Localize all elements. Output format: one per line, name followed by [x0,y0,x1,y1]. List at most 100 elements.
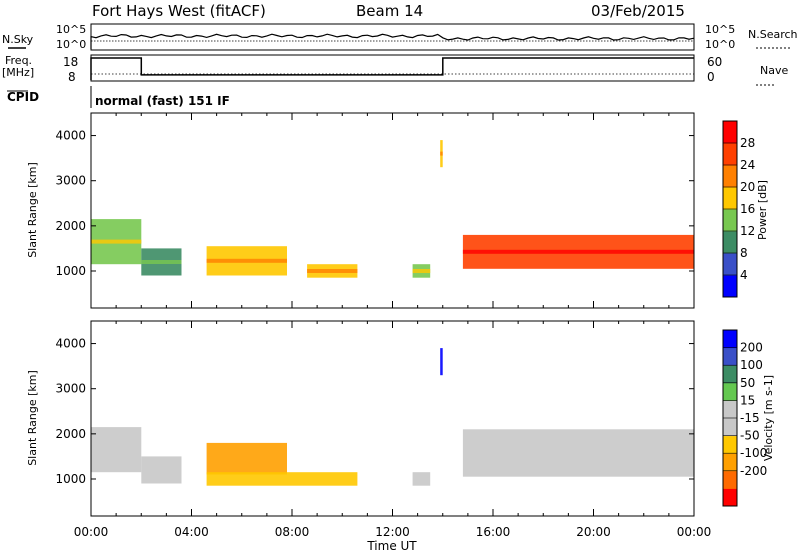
power-colorbar: 28 24 20 16 12 8 4 [722,120,755,298]
velocity-region [412,472,431,486]
velocity-region [91,427,142,473]
time-axis-label: Time UT [366,539,417,553]
velocity-xticks: 00:00 04:00 08:00 12:00 16:00 20:00 00:00 [74,321,712,539]
velocity-region [141,456,182,484]
power-colorbar-swatch [723,231,737,254]
noise-right-top-tick: 10^5 [705,23,735,36]
velocity-xtick-label: 12:00 [375,525,410,539]
velocity-yticks: 1000 2000 3000 4000 [55,337,694,486]
power-region-core [91,239,142,244]
freq-tick-8: 8 [68,70,76,84]
power-colorbar-swatch [723,275,737,298]
power-colorbar-swatch [723,165,737,188]
power-colorbar-swatch [723,253,737,276]
nave-label: Nave [760,64,788,77]
cpid-label: CPID [7,90,39,104]
velocity-xtick-label: 20:00 [576,525,611,539]
velocity-colorbar-label: Velocity [m s-1] [762,375,775,461]
velocity-colorbar-swatch [723,453,737,472]
power-colorbar-tick-label: 16 [740,202,755,216]
date-label: 03/Feb/2015 [591,2,685,20]
velocity-panel: 1000 2000 3000 4000 00:00 04:00 08:00 12:00 16:… [26,320,712,553]
velocity-colorbar-tick-label: -50 [740,429,760,443]
velocity-colorbar-swatch [723,488,737,507]
freq-tick-18: 18 [63,55,78,69]
velocity-colorbar-tick-label: -200 [740,464,767,478]
nsearch-label: N.Search [748,28,798,41]
velocity-colorbar-tick-label: -15 [740,411,760,425]
power-ytick-label: 3000 [55,174,86,188]
power-colorbar-swatch [723,121,737,144]
velocity-region [206,472,358,486]
power-colorbar-tick-label: 20 [740,180,755,194]
cpid-value: normal (fast) 151 IF [95,94,230,108]
velocity-colorbar-swatch [723,400,737,419]
velocity-region [440,348,443,376]
freq-panel-frame [90,54,695,82]
velocity-colorbar-tick-label: 15 [740,393,755,407]
nsky-label: N.Sky [2,33,34,46]
velocity-colorbar-swatch [723,470,737,489]
power-panel-frame [90,112,695,309]
power-colorbar-swatch [723,187,737,210]
power-colorbar-label: Power [dB] [756,180,769,240]
power-region-core [206,258,287,263]
power-ytick-label: 2000 [55,219,86,233]
velocity-colorbar-swatch [723,435,737,454]
velocity-colorbar-tick-label: 200 [740,341,763,355]
velocity-ytick-label: 2000 [55,427,86,441]
power-region-core [412,269,431,273]
noise-right-bottom-tick: 10^0 [705,38,735,51]
velocity-colorbar-swatch [723,365,737,384]
nsky-series [90,33,695,49]
velocity-ylabel: Slant Range [km] [26,370,39,466]
power-xticks [90,113,695,308]
freq-label: Freq. [5,54,32,67]
nave-tick-60: 60 [707,55,722,69]
velocity-ytick-label: 3000 [55,382,86,396]
velocity-xtick-label: 16:00 [476,525,511,539]
power-region-core [462,249,694,254]
velocity-xtick-label: 00:00 [677,525,712,539]
freq-unit-label: [MHz] [2,66,34,79]
velocity-colorbar-swatch [723,347,737,366]
velocity-panel-frame [90,320,695,517]
velocity-colorbar-swatch [723,382,737,401]
power-colorbar-tick-label: 8 [740,246,748,260]
velocity-colorbar: 200 100 50 15 -15 -50 -100 -200 [722,329,767,507]
velocity-colorbar-swatch [723,418,737,437]
power-region-core [440,151,443,156]
power-ylabel: Slant Range [km] [26,162,39,258]
power-colorbar-tick-label: 24 [740,158,755,172]
velocity-region [206,442,287,475]
noise-left-top-tick: 10^5 [56,23,86,36]
velocity-ytick-label: 1000 [55,472,86,486]
velocity-ytick-label: 4000 [55,337,86,351]
freq-series [90,57,694,80]
power-yticks: 1000 2000 3000 4000 [55,129,694,278]
power-colorbar-swatch [723,209,737,232]
power-region-core [141,260,182,264]
power-colorbar-tick-label: 28 [740,136,755,150]
velocity-colorbar-swatch [723,330,737,349]
station-title: Fort Hays West (fitACF) [92,2,266,20]
noise-left-bottom-tick: 10^0 [56,38,86,51]
velocity-xtick-label: 00:00 [74,525,109,539]
velocity-colorbar-tick-label: 100 [740,358,763,372]
beam-label: Beam 14 [356,2,423,20]
power-region-core [307,269,358,273]
velocity-regions [91,348,694,486]
velocity-colorbar-tick-label: 50 [740,376,755,390]
power-panel: 1000 2000 3000 4000 Slant Range [km] [26,112,695,309]
power-colorbar-swatch [723,143,737,166]
nave-tick-0: 0 [707,70,715,84]
velocity-colorbar-tick-label: -100 [740,446,767,460]
power-colorbar-tick-label: 12 [740,224,755,238]
power-colorbar-tick-label: 4 [740,268,748,282]
power-ytick-label: 1000 [55,264,86,278]
velocity-xtick-label: 08:00 [275,525,310,539]
velocity-xtick-label: 04:00 [174,525,209,539]
power-ytick-label: 4000 [55,129,86,143]
velocity-region [462,429,694,477]
